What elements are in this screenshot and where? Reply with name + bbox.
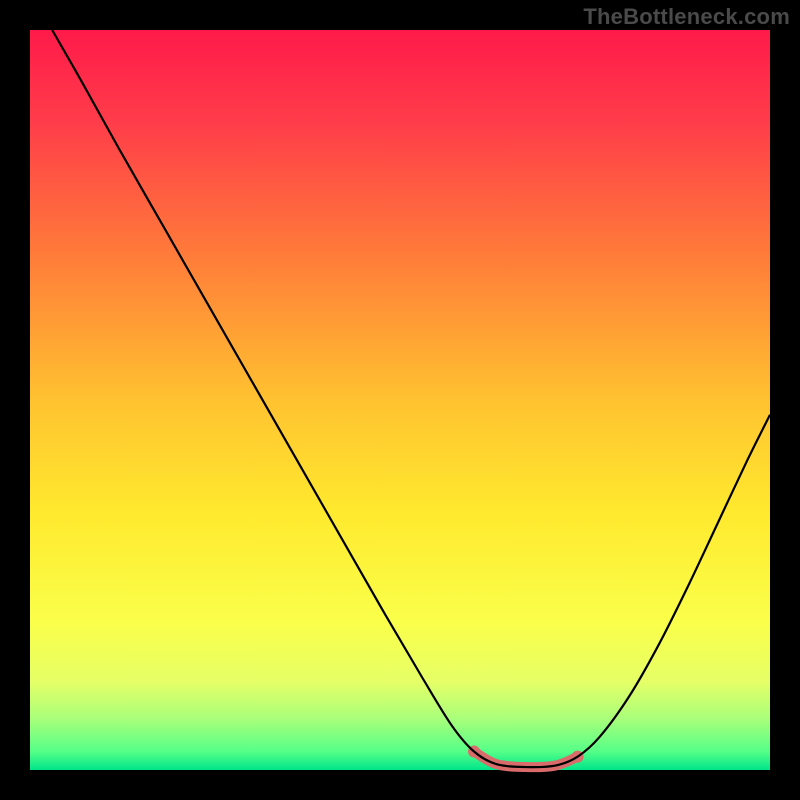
bottleneck-chart-svg <box>0 0 800 800</box>
gradient-background <box>30 30 770 770</box>
chart-stage: TheBottleneck.com <box>0 0 800 800</box>
watermark-text: TheBottleneck.com <box>583 4 790 30</box>
